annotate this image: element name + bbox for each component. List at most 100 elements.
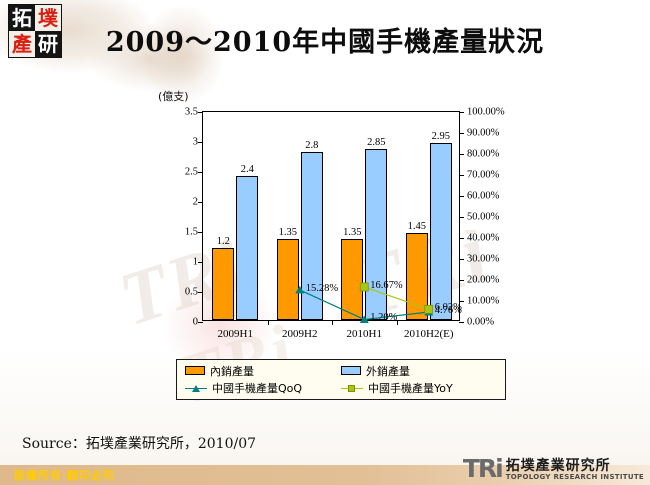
y2-axis-label: 90.00%: [467, 127, 500, 139]
chart-unit-label: (億支): [158, 90, 189, 103]
chart-bar: [212, 248, 235, 320]
legend-item-export[interactable]: 外銷產量: [341, 363, 497, 379]
legend-item-qoq[interactable]: 中國手機產量QoQ: [185, 380, 341, 396]
chart-line-layer: [295, 282, 434, 323]
legend-swatch-domestic-icon: [185, 366, 205, 376]
chart-line-marker: [359, 282, 369, 292]
x-axis-label: 2010H1: [346, 328, 382, 340]
y-axis-label: 1.5: [184, 226, 198, 238]
chart-line-segment: [299, 289, 365, 321]
y2-axis-tick: [459, 217, 464, 218]
legend-label-domestic: 內銷產量: [210, 364, 254, 378]
source-note: Source：拓墣產業研究所，2010/07: [22, 436, 257, 452]
chart-bar: [236, 176, 259, 320]
y2-axis-tick: [459, 280, 464, 281]
y2-axis-tick: [459, 322, 464, 323]
page-title: 2009～2010年中國手機產量狀況: [105, 27, 545, 58]
y2-axis-tick: [459, 196, 464, 197]
legend-swatch-qoq-icon: [185, 384, 207, 393]
x-axis-label: 2010H2(E): [404, 328, 454, 340]
legend-label-qoq: 中國手機產量QoQ: [212, 382, 303, 396]
chart-plot-area: 0 0.5 1 1.5 2 2.5 3 3.5 0.00% 10.00% 20.00% 30.00% 4…: [185, 107, 505, 341]
chart-line-marker: [359, 315, 369, 323]
line-value-label: 1.20%: [370, 312, 398, 324]
bar-value-label: 2.85: [367, 137, 386, 148]
chart-container: (億支) 0 0.5 1 1.5 2 2.5 3 3.5 0.00% 10.00% 20.00% 30…: [150, 88, 550, 353]
bar-value-label: 1.45: [407, 221, 426, 232]
y-axis-tick: [198, 262, 203, 263]
company-logo: 拓 墣 產 研: [8, 4, 62, 58]
footer-logo-en: TOPOLOGY RESEARCH INSTITUTE: [505, 472, 644, 481]
footer-logo-mark-text: TRi: [462, 454, 504, 483]
footer-tri-logo: TRi 拓墣產業研究所 TOPOLOGY RESEARCH INSTITUTE: [463, 456, 644, 481]
y2-axis-label: 0.00%: [467, 316, 495, 328]
bar-value-label: 1.2: [216, 236, 230, 247]
footer-logo-cn: 拓墣產業研究所: [505, 457, 611, 474]
x-axis-tick: [332, 320, 333, 325]
y2-axis-tick: [459, 238, 464, 239]
y2-axis-tick: [459, 133, 464, 134]
y2-axis-tick: [459, 175, 464, 176]
y-axis-tick: [198, 142, 203, 143]
chart-line-segment: [364, 286, 429, 310]
logo-char-po: 墣: [35, 5, 61, 31]
y2-axis-label: 100.00%: [467, 106, 505, 118]
y-axis-tick: [198, 292, 203, 293]
chart-bar: [300, 152, 323, 320]
y2-axis-label: 30.00%: [467, 253, 500, 265]
footer-bar: 版權所有‧翻印必究: [0, 465, 650, 485]
chart-bar: [405, 233, 428, 320]
y2-axis-label: 70.00%: [467, 169, 500, 181]
y-axis-label: 3.5: [184, 106, 198, 118]
y2-axis-label: 80.00%: [467, 148, 500, 160]
y-axis-tick: [198, 172, 203, 173]
chart-legend: 內銷產量 外銷產量 中國手機產量QoQ 中國手機產量YoY: [176, 359, 506, 400]
bar-value-label: 2.4: [240, 164, 254, 175]
y2-axis-label: 40.00%: [467, 232, 500, 244]
y-axis-label: 0.5: [184, 286, 198, 298]
footer-copyright: 版權所有‧翻印必究: [14, 469, 115, 482]
x-axis-tick: [267, 320, 269, 325]
x-axis-tick: [396, 320, 398, 325]
y2-axis-label: 60.00%: [467, 190, 500, 202]
x-axis-label: 2009H1: [217, 328, 253, 340]
line-value-label: 6.02%: [434, 302, 462, 314]
y2-axis-label: 50.00%: [467, 211, 500, 223]
line-value-label: 16.67%: [370, 279, 403, 291]
legend-swatch-export-icon: [341, 366, 361, 376]
legend-item-domestic[interactable]: 內銷產量: [185, 363, 341, 379]
bar-value-label: 1.35: [343, 227, 362, 238]
logo-char-tuo: 拓: [9, 5, 35, 31]
line-value-label: 15.28%: [305, 282, 339, 294]
y2-axis-tick: [459, 112, 464, 113]
y2-axis-tick: [459, 154, 464, 155]
footer-logo-words: 拓墣產業研究所 TOPOLOGY RESEARCH INSTITUTE: [506, 459, 644, 481]
line-value-label: 4.76%: [434, 305, 462, 316]
legend-label-yoy: 中國手機產量YoY: [368, 382, 453, 396]
y-axis-label: 2: [192, 196, 198, 208]
y-axis-label: 0: [192, 316, 198, 328]
x-axis-label: 2009H2: [282, 328, 318, 340]
chart-bar: [365, 149, 388, 320]
y-axis-label: 2.5: [184, 166, 198, 178]
legend-item-yoy[interactable]: 中國手機產量YoY: [341, 380, 497, 396]
logo-char-chan: 產: [9, 31, 35, 57]
y2-axis-label: 10.00%: [467, 295, 500, 307]
legend-swatch-yoy-icon: [341, 384, 363, 393]
bar-value-label: 2.8: [305, 140, 319, 151]
y-axis-tick: [198, 322, 203, 323]
y-axis-tick: [198, 112, 203, 113]
chart-bar: [341, 239, 364, 320]
chart-line-marker: [295, 285, 305, 294]
y2-axis-tick: [459, 301, 464, 302]
footer-logo-mark: TRi: [462, 454, 504, 483]
y2-axis-label: 20.00%: [467, 274, 500, 286]
chart-bar: [429, 143, 452, 320]
chart-line-marker: [424, 304, 434, 314]
chart-bar: [276, 239, 299, 320]
logo-char-yan: 研: [35, 31, 61, 57]
y-axis-tick: [198, 232, 203, 233]
bar-value-label: 2.95: [431, 131, 450, 142]
y2-axis-tick: [459, 259, 464, 260]
chart-line-segment: [364, 311, 429, 321]
